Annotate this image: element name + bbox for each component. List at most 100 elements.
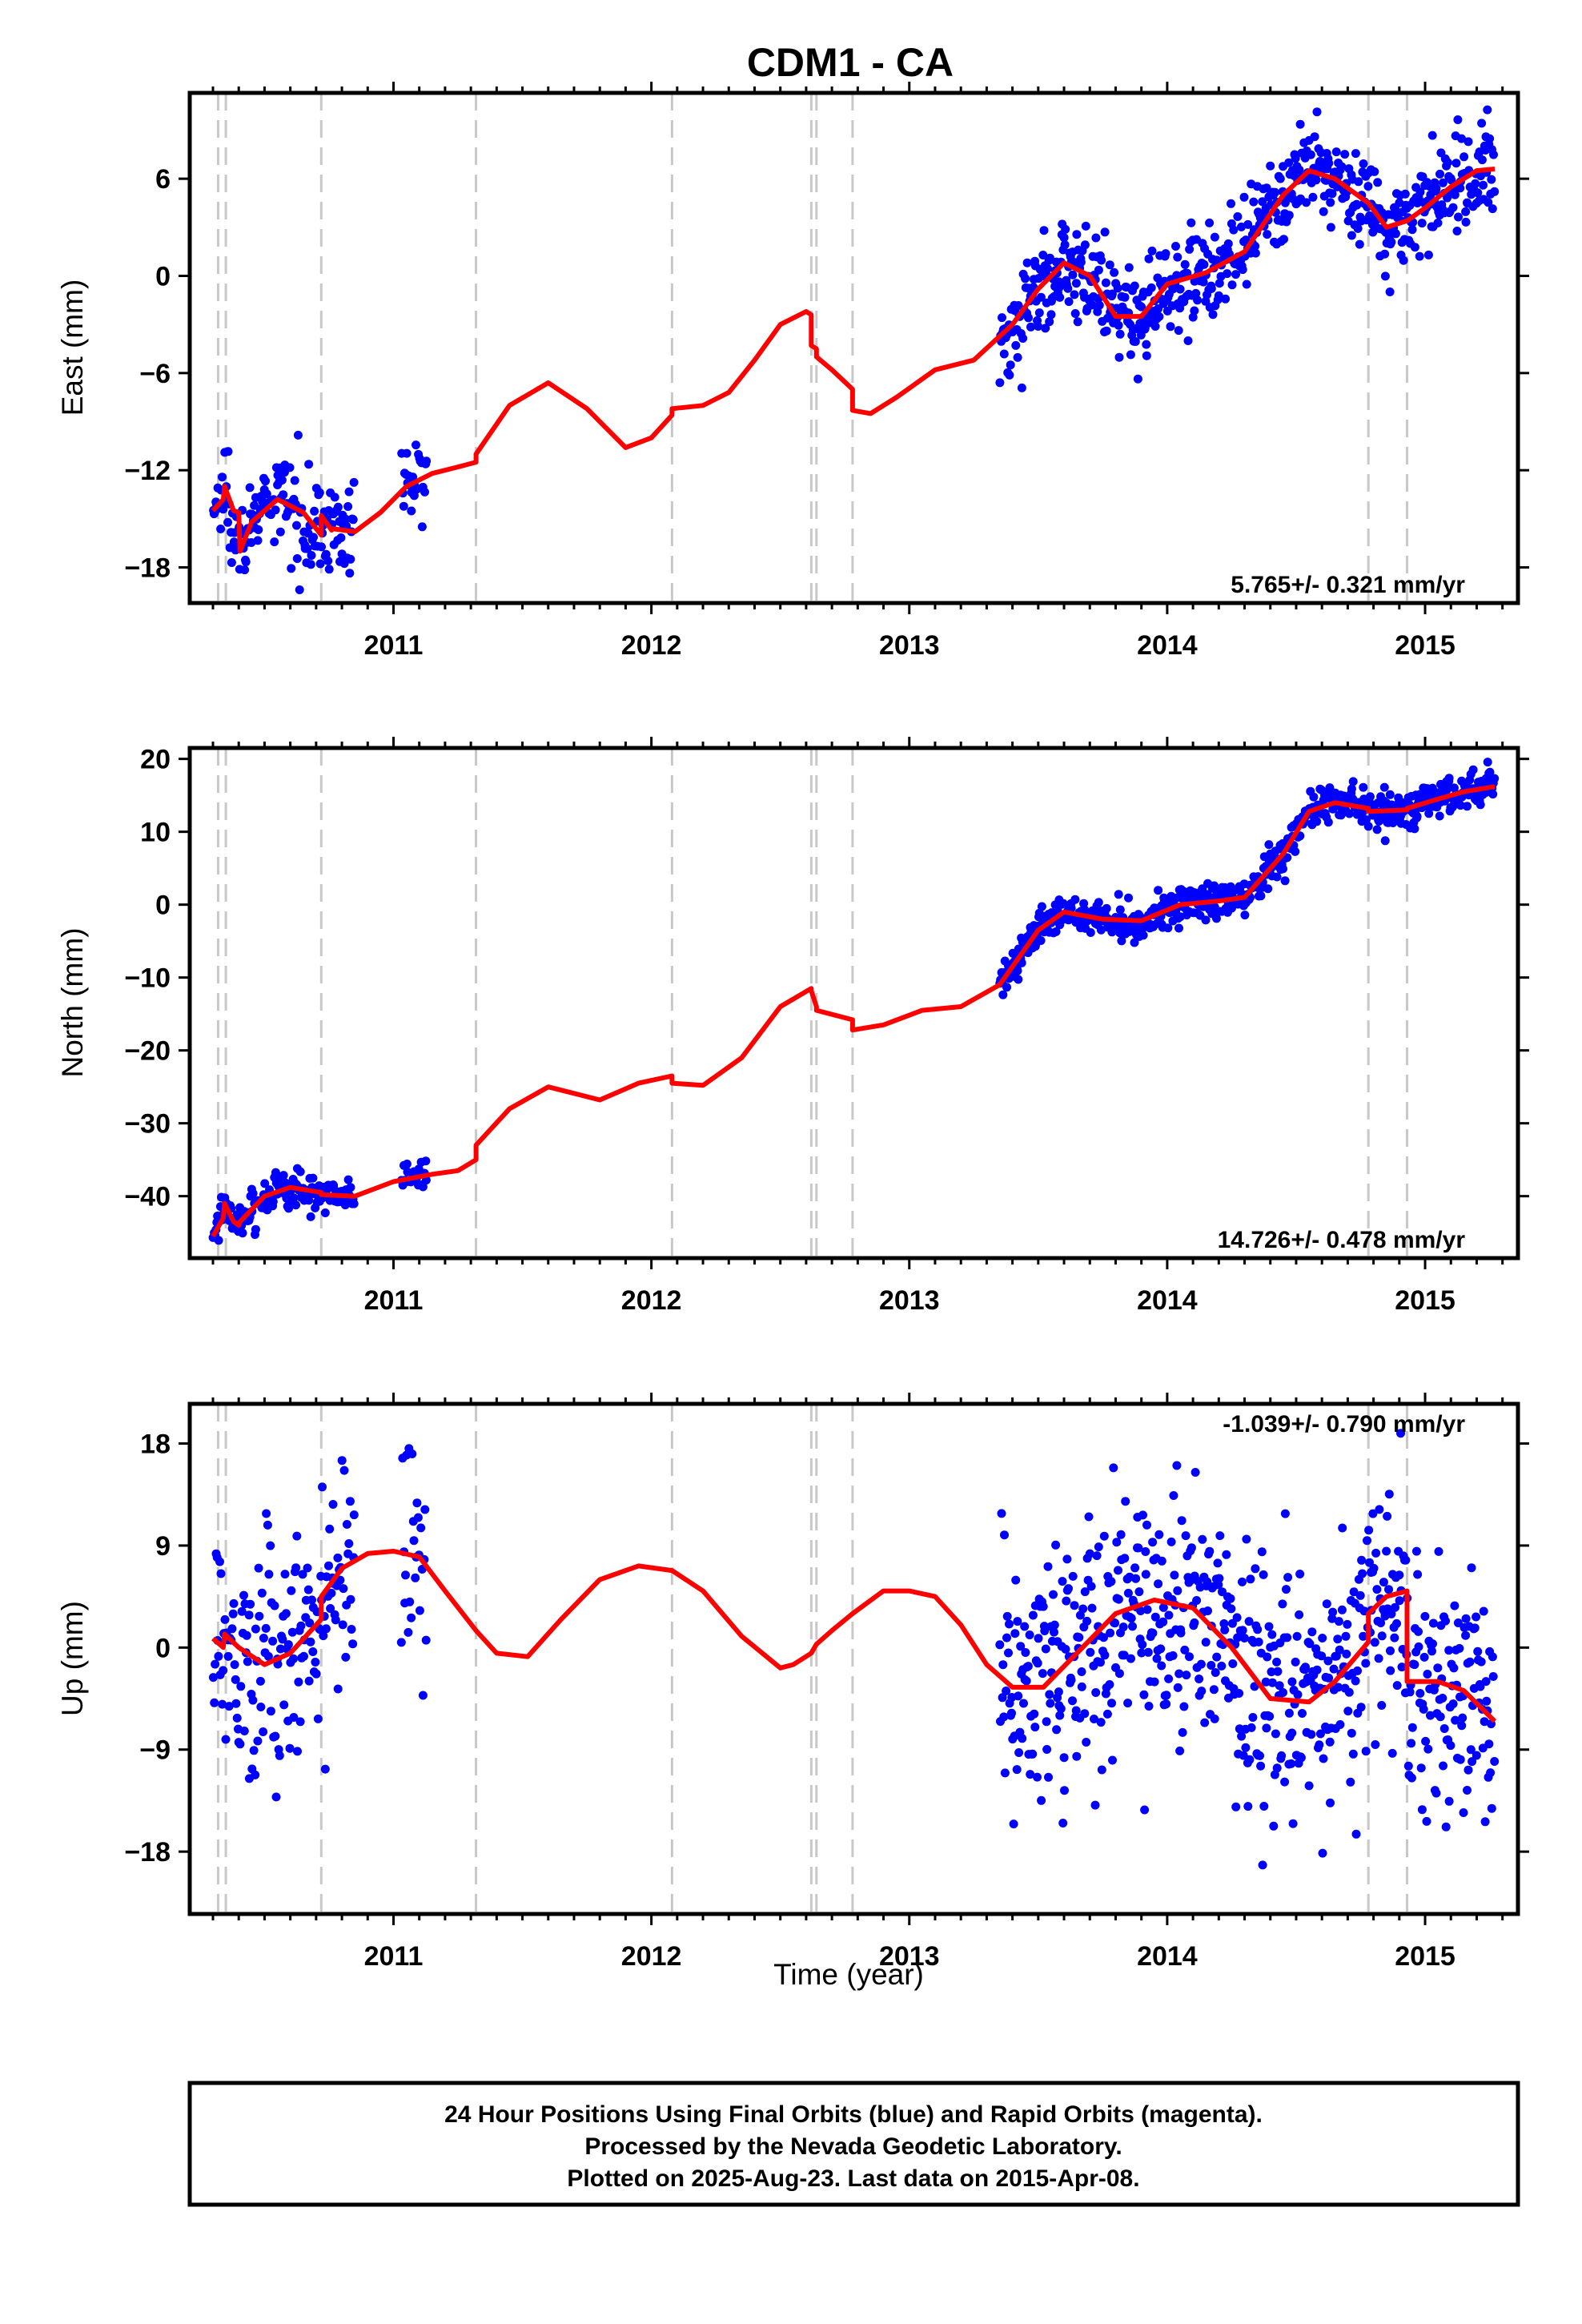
data-point [1302,198,1311,207]
data-point [1133,374,1142,384]
data-point [1114,1594,1123,1604]
data-point [304,1196,314,1205]
data-point [1443,158,1452,167]
data-point [1229,225,1239,235]
data-point [1280,1509,1290,1518]
data-point [1237,1731,1247,1741]
data-point [319,1631,328,1641]
data-point [1106,1577,1116,1586]
data-point [1470,1623,1480,1633]
data-point [1130,281,1139,291]
data-point [256,1703,266,1711]
data-point [1480,1717,1489,1727]
data-point [1215,1574,1224,1583]
data-point [1455,1643,1464,1653]
data-point [1090,1800,1100,1810]
data-point [1191,288,1201,298]
data-point [1372,825,1382,834]
data-point [240,565,250,575]
data-point [271,1731,280,1741]
data-point [287,564,296,573]
data-point [1158,1617,1168,1626]
data-point [1395,1596,1404,1606]
data-point [1042,1717,1051,1727]
data-point [303,544,312,553]
data-point [1247,1723,1256,1732]
x-axis-label: Time (year) [773,1958,924,1991]
data-point [1128,1622,1137,1631]
data-point [1322,1599,1331,1609]
data-point [231,1699,241,1708]
data-point [1272,1763,1282,1773]
data-point [320,1208,330,1217]
data-point [1034,1634,1043,1643]
data-point [1013,352,1022,362]
data-point [1041,324,1050,333]
data-point [1324,1673,1334,1683]
data-point [1327,189,1337,199]
data-point [1010,1629,1020,1638]
data-point [1397,1663,1407,1672]
data-point [235,1739,245,1749]
data-point [1154,312,1164,321]
data-point [1173,1586,1182,1595]
data-point [1087,1603,1097,1613]
data-point [1457,134,1466,143]
data-point [1262,1723,1271,1733]
plot-frame [187,90,1520,605]
data-point [998,1660,1008,1670]
data-point [1387,1609,1396,1618]
data-point [268,1636,278,1646]
data-point [1094,300,1104,310]
y-tick-label: −30 [124,1109,171,1140]
data-point [1091,233,1101,243]
data-point [308,1173,318,1183]
data-point [1209,1685,1219,1695]
data-point [1351,1676,1360,1686]
data-point [1094,265,1103,275]
data-point [1461,1630,1471,1640]
data-point [1400,189,1410,199]
data-point [1173,1683,1182,1692]
data-point [1233,212,1243,221]
data-point [1014,1748,1024,1757]
data-point [1379,782,1389,792]
data-point [263,1651,273,1661]
data-point [1337,1605,1347,1614]
data-point [1124,263,1134,272]
data-point [1238,1626,1247,1635]
data-point [1422,1816,1431,1826]
data-point [1452,227,1462,235]
data-point [271,1168,280,1177]
data-point [1030,1709,1039,1719]
data-point [1377,1701,1387,1710]
data-point [1235,1689,1244,1698]
data-point [1483,758,1492,767]
data-point [1293,1690,1303,1699]
data-point [1157,1661,1166,1671]
data-point [1280,1777,1290,1787]
data-point [279,490,288,500]
data-point [1174,326,1183,336]
data-point [1279,235,1288,244]
data-point [408,472,418,482]
data-point [1070,895,1080,904]
data-point [307,1595,316,1605]
data-point [1490,774,1500,783]
data-point [1438,178,1447,187]
data-point [1016,1642,1026,1651]
data-point [218,472,227,482]
y-tick-label: 10 [140,818,171,848]
data-point [1364,1526,1374,1535]
data-point [1480,1817,1490,1827]
data-point [280,1570,290,1579]
data-point [295,1167,305,1176]
data-point [1449,1663,1459,1673]
data-point [313,1714,323,1723]
data-point [211,1659,220,1669]
data-point [1105,1680,1114,1689]
data-point [1124,893,1133,903]
data-point [1162,1699,1171,1709]
data-point [1481,1677,1491,1687]
data-point [333,1684,343,1694]
